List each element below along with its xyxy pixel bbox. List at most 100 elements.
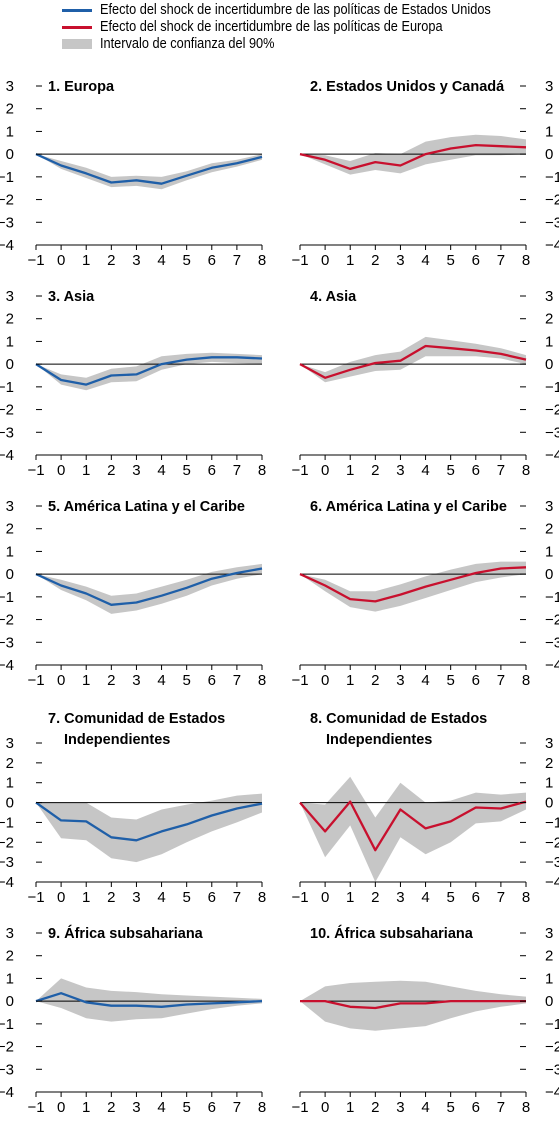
x-tick-label: −1 (291, 252, 308, 269)
x-tick-label: 6 (472, 1099, 480, 1116)
series-line (299, 800, 527, 852)
y-tick-label: 0 (6, 146, 14, 163)
legend-swatch-confidence (62, 39, 92, 49)
chart-title: 9. África subsahariana (48, 925, 204, 942)
x-tick-label: 4 (157, 1099, 165, 1116)
y-tick-label: 3 (545, 78, 553, 95)
x-tick-label: 2 (107, 672, 115, 689)
x-tick-label: 0 (321, 252, 329, 269)
chart-title: 2. Estados Unidos y Canadá (310, 79, 505, 95)
chart-title: 10. África subsahariana (310, 925, 474, 942)
confidence-band (300, 336, 526, 383)
legend-label-us: Efecto del shock de incertidumbre de las… (100, 2, 491, 18)
y-tick-label: −1 (545, 1016, 559, 1033)
series-line (299, 143, 527, 171)
x-tick-label: 2 (107, 462, 115, 479)
y-tick-label: −1 (0, 379, 14, 396)
confidence-band (300, 776, 526, 882)
y-tick-label: −4 (0, 874, 14, 891)
y-tick-label: 1 (545, 333, 553, 350)
y-tick-label: −3 (545, 214, 559, 231)
x-tick-label: 4 (157, 672, 165, 689)
x-tick-label: 4 (157, 889, 165, 906)
x-tick-label: 0 (57, 462, 65, 479)
y-tick-label: 1 (545, 543, 553, 560)
y-tick-label: 3 (545, 498, 553, 515)
legend-swatch-us (62, 9, 92, 12)
y-tick-label: 1 (6, 333, 14, 350)
y-tick-label: 0 (545, 566, 553, 583)
y-tick-label: 2 (6, 948, 14, 965)
x-tick-label: 0 (57, 1099, 65, 1116)
x-tick-label: 7 (233, 462, 241, 479)
series-line (300, 999, 526, 1010)
x-tick-label: 8 (258, 252, 266, 269)
x-tick-label: 5 (446, 672, 454, 689)
confidence-band (36, 793, 262, 863)
x-tick-label: 2 (371, 252, 379, 269)
y-tick-label: 3 (545, 925, 553, 942)
x-tick-label: 2 (371, 889, 379, 906)
y-tick-label: −3 (0, 854, 14, 871)
y-tick-label: 2 (545, 948, 553, 965)
chart-title: Independientes (326, 732, 432, 748)
y-tick-label: 1 (6, 543, 14, 560)
x-tick-label: 8 (522, 889, 530, 906)
legend-item-confidence: Intervalo de confianza del 90% (62, 36, 552, 53)
series-line (299, 566, 527, 603)
x-tick-label: −1 (27, 252, 44, 269)
x-tick-label: 0 (57, 889, 65, 906)
x-tick-label: 3 (132, 252, 140, 269)
x-tick-label: 1 (82, 672, 90, 689)
x-tick-label: 1 (82, 252, 90, 269)
y-tick-label: 2 (545, 311, 553, 328)
x-tick-label: 7 (497, 1099, 505, 1116)
x-tick-label: 7 (497, 462, 505, 479)
x-tick-label: 2 (107, 889, 115, 906)
x-tick-label: 1 (346, 1099, 354, 1116)
x-tick-label: 5 (446, 889, 454, 906)
x-tick-label: 8 (522, 252, 530, 269)
x-tick-label: 1 (82, 889, 90, 906)
x-tick-label: 0 (321, 672, 329, 689)
y-tick-label: −1 (0, 1016, 14, 1033)
x-tick-label: −1 (27, 462, 44, 479)
x-tick-label: 8 (522, 672, 530, 689)
x-tick-label: 8 (522, 1099, 530, 1116)
x-tick-label: −1 (291, 1099, 308, 1116)
x-tick-label: 2 (371, 462, 379, 479)
x-tick-label: 3 (396, 462, 404, 479)
x-tick-label: 4 (421, 889, 429, 906)
confidence-band (36, 154, 262, 190)
x-tick-label: 6 (208, 462, 216, 479)
x-tick-label: 0 (321, 1099, 329, 1116)
confidence-band (300, 134, 526, 175)
y-tick-label: 1 (545, 970, 553, 987)
y-tick-label: −3 (0, 634, 14, 651)
x-tick-label: 7 (497, 672, 505, 689)
x-tick-label: 1 (346, 672, 354, 689)
y-tick-label: 3 (545, 288, 553, 305)
chart-title: 6. América Latina y el Caribe (310, 499, 507, 515)
y-tick-label: 2 (6, 521, 14, 538)
x-tick-label: 4 (421, 672, 429, 689)
x-tick-label: −1 (27, 1099, 44, 1116)
y-tick-label: 2 (545, 755, 553, 772)
x-tick-label: 3 (396, 889, 404, 906)
x-tick-label: 1 (346, 462, 354, 479)
x-tick-label: 3 (396, 1099, 404, 1116)
y-tick-label: −2 (545, 192, 559, 209)
x-tick-label: 5 (182, 252, 190, 269)
x-tick-label: 6 (208, 252, 216, 269)
y-tick-label: 0 (6, 795, 14, 812)
x-tick-label: 5 (446, 462, 454, 479)
chart-title: 5. América Latina y el Caribe (48, 499, 245, 515)
x-tick-label: −1 (27, 889, 44, 906)
